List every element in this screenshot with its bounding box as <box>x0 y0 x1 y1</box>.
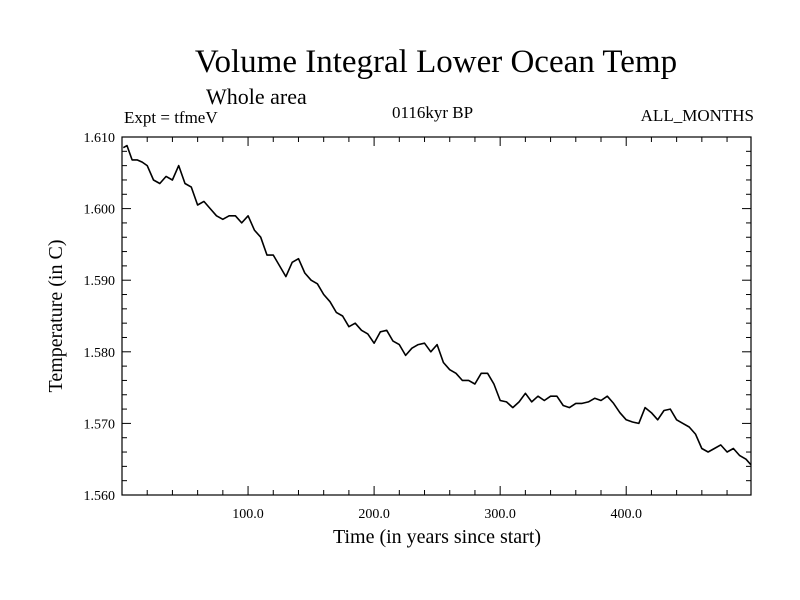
y-tick-label: 1.590 <box>84 274 116 289</box>
x-tick-label: 200.0 <box>358 507 390 522</box>
chart-title: Volume Integral Lower Ocean Temp <box>194 44 678 80</box>
x-tick-label: 300.0 <box>484 507 516 522</box>
plot-frame <box>121 136 752 496</box>
chart-subtitle: Whole area <box>206 84 307 109</box>
period-label: 0116kyr BP <box>392 103 474 122</box>
x-axis: 100.0 200.0 300.0 400.0 <box>146 137 728 522</box>
y-axis-label: Temperature (in C) <box>45 240 67 393</box>
y-tick-label: 1.560 <box>84 489 116 504</box>
x-axis-label: Time (in years since start) <box>333 526 541 548</box>
experiment-label: Expt = tfmeV <box>124 108 218 127</box>
x-tick-label: 400.0 <box>610 507 642 522</box>
y-tick-label: 1.600 <box>84 203 116 218</box>
y-tick-label: 1.610 <box>84 131 116 146</box>
y-tick-label: 1.580 <box>84 346 116 361</box>
y-axis: 1.560 1.570 1.580 1.590 1.600 1.610 <box>84 131 751 504</box>
months-label: ALL_MONTHS <box>640 106 754 125</box>
x-tick-label: 100.0 <box>232 507 264 522</box>
y-tick-label: 1.570 <box>84 417 116 432</box>
temperature-series-line <box>122 144 752 466</box>
